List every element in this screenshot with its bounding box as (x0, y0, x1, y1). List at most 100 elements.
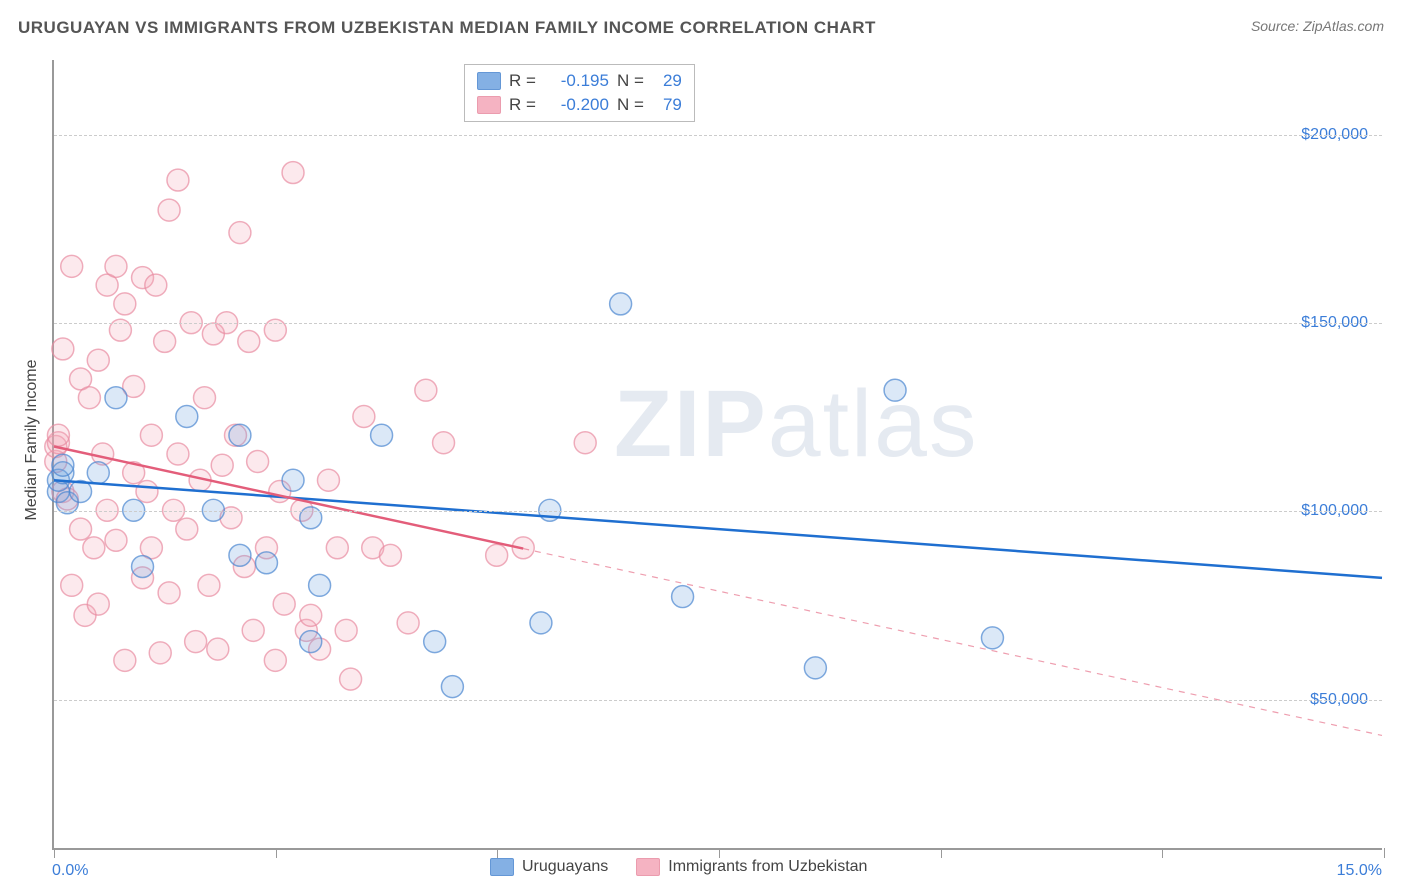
scatter-point-uruguayans (87, 462, 109, 484)
scatter-point-uruguayans (884, 379, 906, 401)
stats-row-series-1: R = -0.200 N = 79 (465, 93, 694, 117)
scatter-point-uzbekistan (61, 255, 83, 277)
scatter-point-uruguayans (229, 424, 251, 446)
scatter-point-uzbekistan (264, 649, 286, 671)
gridline-h (54, 700, 1382, 701)
chart-title: URUGUAYAN VS IMMIGRANTS FROM UZBEKISTAN … (18, 18, 876, 38)
legend-swatch-0 (490, 858, 514, 876)
scatter-point-uzbekistan (317, 469, 339, 491)
x-tick-label-min: 0.0% (52, 862, 88, 880)
scatter-point-uzbekistan (176, 518, 198, 540)
scatter-point-uruguayans (309, 574, 331, 596)
scatter-point-uzbekistan (194, 387, 216, 409)
scatter-point-uzbekistan (167, 169, 189, 191)
swatch-series-1 (477, 96, 501, 114)
n-label: N = (617, 95, 644, 115)
scatter-point-uruguayans (424, 631, 446, 653)
scatter-point-uzbekistan (340, 668, 362, 690)
scatter-point-uruguayans (371, 424, 393, 446)
r-value-1: -0.200 (544, 95, 609, 115)
scatter-point-uzbekistan (70, 518, 92, 540)
n-value-0: 29 (652, 71, 682, 91)
source-name: ZipAtlas.com (1303, 18, 1384, 34)
scatter-point-uruguayans (282, 469, 304, 491)
scatter-point-uzbekistan (300, 604, 322, 626)
scatter-point-uzbekistan (198, 574, 220, 596)
scatter-point-uruguayans (530, 612, 552, 634)
swatch-series-0 (477, 72, 501, 90)
scatter-point-uzbekistan (282, 162, 304, 184)
r-value-0: -0.195 (544, 71, 609, 91)
scatter-point-uruguayans (52, 454, 74, 476)
y-axis-title: Median Family Income (23, 360, 41, 521)
x-tick (1162, 848, 1163, 858)
scatter-point-uruguayans (202, 499, 224, 521)
trend-line-dashed-uzbekistan (523, 549, 1382, 736)
scatter-point-uzbekistan (273, 593, 295, 615)
scatter-point-uzbekistan (83, 537, 105, 559)
scatter-point-uruguayans (229, 544, 251, 566)
scatter-point-uruguayans (132, 556, 154, 578)
scatter-point-uzbekistan (238, 330, 260, 352)
scatter-point-uruguayans (804, 657, 826, 679)
scatter-point-uzbekistan (149, 642, 171, 664)
scatter-point-uzbekistan (87, 593, 109, 615)
gridline-h (54, 135, 1382, 136)
scatter-point-uzbekistan (163, 499, 185, 521)
scatter-point-uzbekistan (154, 330, 176, 352)
legend-label-1: Immigrants from Uzbekistan (668, 858, 867, 876)
legend-item-0: Uruguayans (490, 858, 608, 876)
scatter-point-uzbekistan (140, 424, 162, 446)
n-value-1: 79 (652, 95, 682, 115)
scatter-point-uruguayans (123, 499, 145, 521)
source-label: Source: (1251, 18, 1303, 34)
legend-bottom: Uruguayans Immigrants from Uzbekistan (490, 858, 867, 876)
gridline-h (54, 511, 1382, 512)
scatter-point-uzbekistan (397, 612, 419, 634)
scatter-point-uruguayans (610, 293, 632, 315)
scatter-point-uzbekistan (247, 451, 269, 473)
x-tick-label-max: 15.0% (1337, 862, 1382, 880)
x-tick (276, 848, 277, 858)
scatter-point-uzbekistan (379, 544, 401, 566)
x-tick (497, 848, 498, 858)
plot-area: ZIPatlas R = -0.195 N = 29 R = -0.200 N … (52, 60, 1382, 850)
scatter-point-uruguayans (441, 676, 463, 698)
scatter-point-uzbekistan (87, 349, 109, 371)
scatter-point-uzbekistan (211, 454, 233, 476)
scatter-point-uzbekistan (96, 499, 118, 521)
scatter-point-uzbekistan (574, 432, 596, 454)
legend-label-0: Uruguayans (522, 858, 608, 876)
scatter-point-uzbekistan (61, 574, 83, 596)
r-label: R = (509, 71, 536, 91)
scatter-point-uzbekistan (433, 432, 455, 454)
scatter-point-uzbekistan (136, 481, 158, 503)
scatter-point-uzbekistan (185, 631, 207, 653)
scatter-point-uzbekistan (114, 293, 136, 315)
scatter-point-uzbekistan (229, 222, 251, 244)
r-label: R = (509, 95, 536, 115)
scatter-point-uzbekistan (105, 529, 127, 551)
scatter-point-uzbekistan (114, 649, 136, 671)
scatter-point-uruguayans (300, 631, 322, 653)
scatter-svg (54, 60, 1382, 848)
x-tick (719, 848, 720, 858)
scatter-point-uzbekistan (52, 338, 74, 360)
scatter-point-uzbekistan (415, 379, 437, 401)
scatter-point-uzbekistan (326, 537, 348, 559)
scatter-point-uzbekistan (242, 619, 264, 641)
stats-legend-box: R = -0.195 N = 29 R = -0.200 N = 79 (464, 64, 695, 122)
scatter-point-uzbekistan (105, 255, 127, 277)
scatter-point-uzbekistan (145, 274, 167, 296)
scatter-point-uzbekistan (158, 582, 180, 604)
scatter-point-uzbekistan (207, 638, 229, 660)
scatter-point-uzbekistan (47, 424, 69, 446)
scatter-point-uzbekistan (353, 406, 375, 428)
x-tick (54, 848, 55, 858)
scatter-point-uzbekistan (78, 387, 100, 409)
legend-item-1: Immigrants from Uzbekistan (636, 858, 867, 876)
scatter-point-uzbekistan (335, 619, 357, 641)
source-attribution: Source: ZipAtlas.com (1251, 18, 1384, 34)
scatter-point-uzbekistan (486, 544, 508, 566)
x-tick (1384, 848, 1385, 858)
